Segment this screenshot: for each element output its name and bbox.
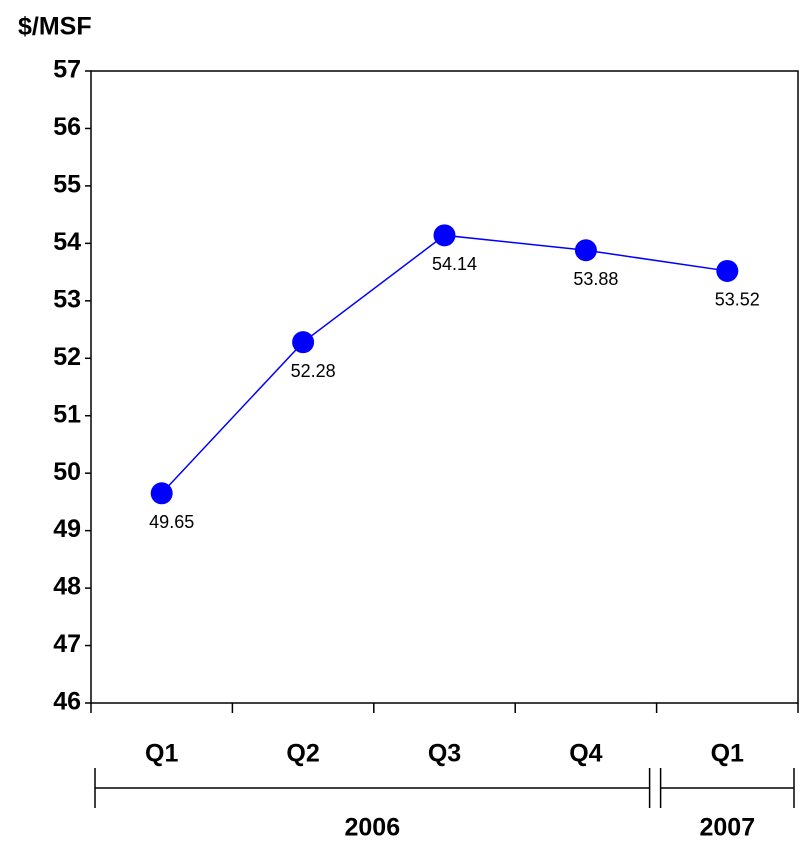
- data-label: 53.88: [573, 269, 618, 289]
- y-tick-label: 57: [53, 56, 81, 84]
- x-tick-label: Q1: [145, 740, 178, 768]
- marker: [433, 224, 456, 247]
- marker: [150, 482, 173, 505]
- marker: [292, 331, 315, 354]
- x-tick-label: Q2: [286, 740, 319, 768]
- data-label: 53.52: [715, 290, 760, 310]
- y-tick-label: 53: [53, 285, 81, 313]
- group-label: 2007: [699, 814, 755, 842]
- y-tick-label: 47: [53, 630, 81, 658]
- plot-frame: [90, 70, 799, 704]
- y-tick-label: 56: [53, 113, 81, 141]
- group-label: 2006: [344, 814, 400, 842]
- y-tick-label: 46: [53, 688, 81, 716]
- x-tick-label: Q4: [569, 740, 602, 768]
- y-tick-label: 55: [53, 171, 81, 199]
- data-label: 54.14: [432, 254, 477, 274]
- marker: [716, 259, 739, 282]
- x-tick-label: Q3: [428, 740, 461, 768]
- data-label: 49.65: [149, 512, 194, 532]
- y-tick-label: 51: [53, 400, 81, 428]
- y-tick-label: 48: [53, 573, 81, 601]
- marker: [574, 239, 597, 262]
- y-tick-label: 49: [53, 515, 81, 543]
- y-axis-label: $/MSF: [18, 13, 92, 41]
- y-tick-label: 54: [53, 228, 81, 256]
- data-label: 52.28: [291, 361, 336, 381]
- x-tick-label: Q1: [711, 740, 744, 768]
- y-tick-label: 50: [53, 458, 81, 486]
- y-tick-label: 52: [53, 343, 81, 371]
